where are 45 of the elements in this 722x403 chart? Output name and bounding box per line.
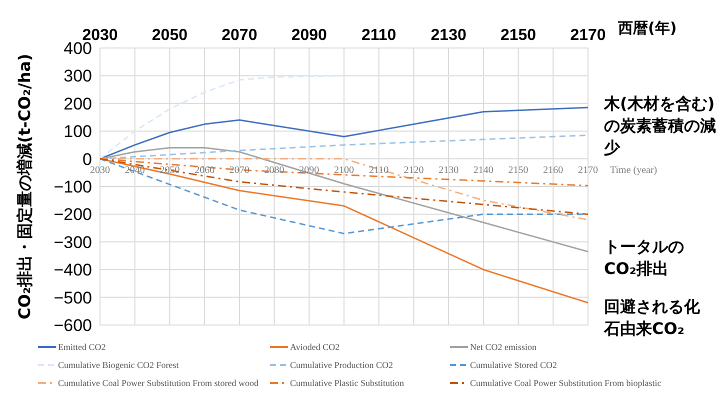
legend-label: Emitted CO2 — [58, 342, 106, 352]
x-tick-label: 2070 — [229, 164, 250, 176]
x2-tick-label: 2050 — [152, 27, 188, 44]
y-tick-label: −400 — [54, 260, 92, 280]
x2-tick-label: 2070 — [222, 27, 258, 44]
x-tick-label: 2150 — [508, 164, 528, 176]
x-axis-title: Time (year) — [610, 164, 658, 176]
legend-label: Cumulative Plastic Substitution — [290, 378, 404, 388]
legend-label: Cumulative Production CO2 — [290, 360, 393, 370]
y-tick-label: −300 — [54, 232, 92, 252]
legend-label: Cumulative Coal Power Substitution From bioplastic — [470, 378, 662, 388]
x-tick-label: 2140 — [473, 164, 494, 176]
y-tick-label: −600 — [54, 316, 92, 336]
legend-label: Avioded CO2 — [290, 342, 340, 352]
text: トータルのCO₂排出 — [604, 236, 685, 280]
y-tick-label: 400 — [64, 39, 92, 58]
x-tick-label: 2100 — [334, 164, 354, 176]
x2-tick-label: 2170 — [570, 27, 606, 44]
y-tick-label: 0 — [82, 150, 92, 169]
legend-label: Cumulative Coal Power Substitution From stored wood — [58, 378, 258, 388]
x-tick-label: 2080 — [264, 164, 284, 176]
y-tick-label: −500 — [54, 288, 92, 308]
x2-tick-label: 2150 — [500, 27, 536, 44]
text: 回避される化石由来CO₂ — [604, 296, 701, 340]
text: 木(木材を含む)の炭素蓄積の減少 — [604, 93, 717, 159]
legend-label: Cumulative Stored CO2 — [470, 360, 557, 370]
line-series — [100, 106, 588, 160]
x2-axis-title: 西暦(年) — [617, 19, 677, 37]
x-tick-label: 2170 — [578, 164, 598, 176]
legend-label: Cumulative Biogenic CO2 Forest — [58, 360, 179, 370]
y-tick-label: 200 — [64, 94, 92, 114]
x-tick-label: 2160 — [543, 164, 564, 176]
y-tick-label: 100 — [64, 122, 92, 142]
y-axis-title: CO₂排出・固定量の増減(t-CO₂/ha) — [15, 54, 34, 320]
x2-tick-label: 2110 — [362, 27, 396, 44]
x-tick-label: 2130 — [438, 164, 459, 176]
y-tick-label: −100 — [54, 178, 92, 197]
y-tick-label: 300 — [64, 66, 92, 86]
x-tick-label: 2060 — [194, 164, 215, 176]
x2-tick-label: 2090 — [291, 27, 328, 44]
x-tick-label: 2030 — [90, 164, 110, 176]
x2-tick-label: 2130 — [430, 27, 466, 44]
legend-label: Net CO2 emission — [470, 342, 536, 352]
y-tick-label: −200 — [54, 205, 92, 224]
x-tick-label: 2120 — [404, 164, 424, 176]
